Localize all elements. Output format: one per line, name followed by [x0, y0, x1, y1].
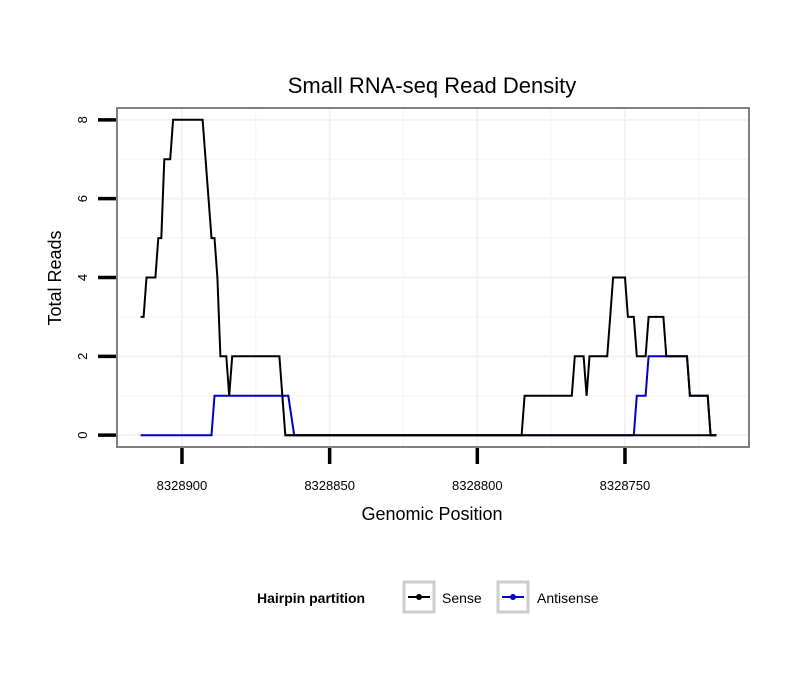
series-layer: [140, 118, 717, 437]
series-line-sense-right: [285, 276, 717, 437]
x-tick-label: 8328800: [452, 478, 503, 493]
legend-item-antisense: Antisense: [496, 580, 599, 614]
grid-lines: [117, 108, 749, 447]
legend-dot-sense: [416, 594, 422, 600]
y-tick-label: 4: [75, 274, 90, 281]
y-tick-label: 6: [75, 195, 90, 202]
legend-label-sense: Sense: [442, 590, 482, 606]
plot-border: [116, 107, 750, 448]
x-tick-label: 8328850: [304, 478, 355, 493]
y-tick-label: 2: [75, 353, 90, 360]
x-tick-label: 8328900: [157, 478, 208, 493]
plot-panel: [116, 107, 750, 448]
y-tick-label: 0: [75, 432, 90, 439]
legend-key-sense: [402, 580, 436, 614]
legend-dot-antisense: [510, 594, 516, 600]
y-tick-label: 8: [75, 116, 90, 123]
legend-item-sense: Sense: [402, 580, 482, 614]
x-tick-label: 8328750: [600, 478, 651, 493]
legend-label-antisense: Antisense: [537, 590, 599, 606]
x-axis-title: Genomic Position: [361, 504, 502, 524]
series-line-sense: [140, 118, 717, 437]
x-axis: 8328900 8328850 8328800 8328750: [157, 448, 651, 493]
legend-key-antisense: [496, 580, 530, 614]
chart-title: Small RNA-seq Read Density: [288, 73, 577, 98]
y-axis-title: Total Reads: [45, 230, 65, 325]
legend-title: Hairpin partition: [257, 590, 365, 606]
legend: Hairpin partition Sense Antisense: [257, 580, 599, 614]
y-axis: 0 2 4 6 8: [75, 116, 116, 439]
